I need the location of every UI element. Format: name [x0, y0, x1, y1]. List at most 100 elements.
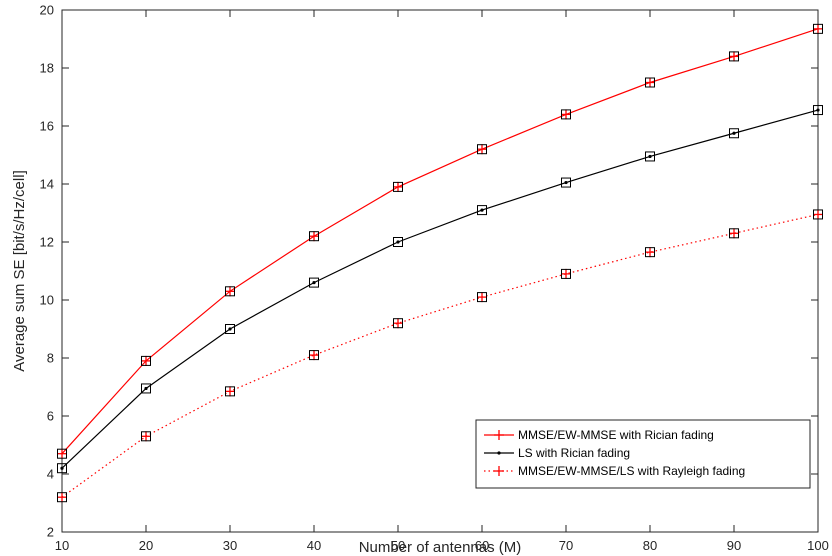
data-point-square — [561, 177, 571, 188]
data-point-dot — [564, 180, 568, 185]
data-point-square — [225, 324, 235, 334]
data-point-square — [309, 277, 319, 288]
data-point-square — [477, 144, 487, 155]
data-point-square — [141, 383, 151, 394]
series-line — [61, 28, 819, 455]
series-layer — [57, 23, 823, 503]
data-point-plus — [645, 77, 655, 88]
data-point-square — [393, 237, 403, 247]
data-point-square — [813, 209, 823, 220]
data-point-square — [645, 151, 655, 162]
data-point-dot — [228, 327, 232, 331]
data-point-dot — [816, 108, 820, 112]
series-2 — [57, 105, 823, 474]
data-point-plus — [141, 431, 151, 442]
series-3 — [57, 209, 823, 503]
y-axis-title: Average sum SE [bit/s/Hz/cell] — [11, 170, 28, 371]
x-tick-label: 40 — [307, 538, 321, 553]
legend-item: LS with Rician fading — [484, 446, 630, 460]
data-point-dot — [144, 386, 148, 391]
data-point-plus — [57, 448, 67, 459]
ticks-layer: 10 20 30 40 50 60 70 80 90 100 2 4 6 8 10 12 14 16 18 20 — [40, 3, 829, 554]
data-point-square — [561, 109, 571, 120]
y-tick-label: 8 — [47, 351, 54, 366]
data-point-plus — [729, 51, 739, 62]
data-point-plus — [393, 181, 403, 192]
data-point-plus — [309, 231, 319, 242]
data-point-square — [729, 51, 739, 62]
data-point-plus — [561, 268, 571, 279]
data-point-plus — [57, 492, 67, 503]
data-point-square — [645, 247, 655, 258]
data-point-dot — [312, 281, 316, 285]
data-point-dot — [480, 208, 484, 212]
x-axis-title: Number of antennas (M) — [359, 539, 522, 556]
data-point-square — [477, 205, 487, 216]
legend-swatch-marker — [494, 430, 504, 440]
y-tick-label: 12 — [40, 235, 54, 250]
legend-label: MMSE/EW-MMSE/LS with Rayleigh fading — [518, 464, 745, 478]
data-point-plus — [813, 23, 823, 34]
data-point-plus — [393, 318, 403, 329]
x-tick-label: 50 — [391, 538, 405, 553]
data-point-square — [225, 286, 235, 297]
x-tick-label: 90 — [727, 538, 741, 553]
series-line — [61, 213, 819, 498]
x-tick-label: 30 — [223, 538, 237, 553]
data-point-square — [141, 431, 151, 442]
legend: MMSE/EW-MMSE with Rician fading LS with R… — [475, 419, 811, 489]
data-point-plus — [813, 209, 823, 220]
data-point-dot — [732, 131, 736, 135]
data-point-plus — [645, 247, 655, 258]
data-point-square — [309, 231, 319, 242]
data-point-square — [729, 128, 739, 139]
legend-swatch-marker — [494, 466, 504, 476]
legend-swatch-marker — [497, 451, 501, 455]
series-1 — [57, 23, 823, 459]
legend-label: MMSE/EW-MMSE with Rician fading — [518, 428, 714, 442]
legend-label: LS with Rician fading — [518, 446, 630, 460]
data-point-square — [561, 268, 571, 279]
x-tick-label: 70 — [559, 538, 573, 553]
y-tick-label: 16 — [40, 119, 54, 134]
data-point-plus — [225, 386, 235, 397]
x-tick-label: 80 — [643, 538, 657, 553]
x-tick-label: 100 — [807, 538, 829, 553]
series-line — [61, 109, 819, 469]
data-point-square — [225, 386, 235, 397]
y-tick-label: 14 — [40, 177, 54, 192]
data-point-dot — [648, 154, 652, 159]
legend-item: MMSE/EW-MMSE/LS with Rayleigh fading — [484, 464, 745, 478]
data-point-square — [57, 492, 67, 503]
data-point-plus — [141, 355, 151, 366]
y-tick-label: 20 — [40, 3, 54, 18]
data-point-dot — [396, 240, 400, 244]
x-tick-label: 20 — [139, 538, 153, 553]
legend-items: MMSE/EW-MMSE with Rician fading LS with R… — [484, 428, 745, 478]
data-point-square — [393, 181, 403, 192]
y-tick-label: 6 — [47, 409, 54, 424]
data-point-plus — [309, 350, 319, 361]
data-point-square — [645, 77, 655, 88]
data-point-square — [309, 350, 319, 361]
y-tick-label: 10 — [40, 293, 54, 308]
legend-item: MMSE/EW-MMSE with Rician fading — [484, 428, 714, 442]
data-point-square — [813, 105, 823, 116]
data-point-plus — [225, 286, 235, 297]
data-point-square — [729, 228, 739, 239]
data-point-plus — [561, 109, 571, 120]
data-point-square — [813, 23, 823, 34]
y-tick-label: 2 — [47, 525, 54, 540]
data-point-plus — [477, 292, 487, 303]
y-tick-label: 18 — [40, 61, 54, 76]
x-tick-label: 60 — [475, 538, 489, 553]
x-tick-label: 10 — [55, 538, 69, 553]
data-point-square — [477, 292, 487, 303]
data-point-square — [141, 355, 151, 366]
data-point-plus — [729, 228, 739, 239]
data-point-square — [57, 463, 67, 474]
data-point-square — [57, 448, 67, 459]
legend-box — [475, 419, 811, 489]
